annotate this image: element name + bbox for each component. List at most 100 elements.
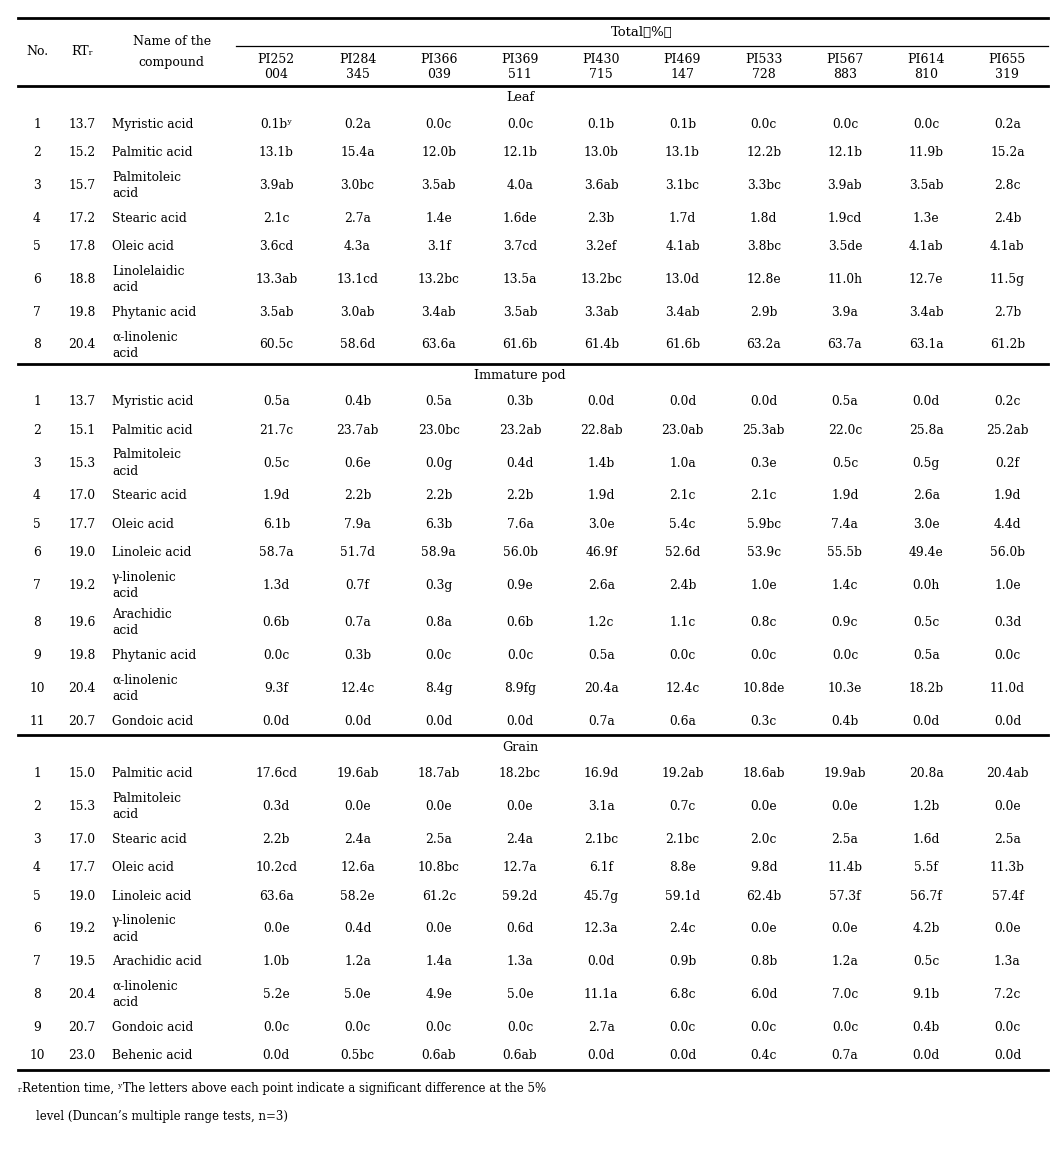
Text: 1.4e: 1.4e [425,211,453,225]
Text: 3.1f: 3.1f [427,240,450,253]
Text: 2.2b: 2.2b [343,490,371,502]
Text: 0.0d: 0.0d [994,715,1021,727]
Text: 0.0c: 0.0c [344,1021,371,1034]
Text: 13.5a: 13.5a [502,273,537,285]
Text: 22.8ab: 22.8ab [580,423,622,437]
Text: 3.9a: 3.9a [831,306,859,319]
Text: compound: compound [139,56,205,68]
Text: 0.0e: 0.0e [425,922,452,935]
Text: 0.3e: 0.3e [750,457,777,470]
Text: 1.4b: 1.4b [587,457,615,470]
Text: 13.1cd: 13.1cd [337,273,378,285]
Text: 13.7: 13.7 [68,396,95,408]
Text: 8: 8 [33,988,41,1001]
Text: 2: 2 [33,146,41,159]
Text: 4.1ab: 4.1ab [666,240,700,253]
Text: 3.0bc: 3.0bc [340,179,374,191]
Text: 12.4c: 12.4c [340,682,374,695]
Text: 2.3b: 2.3b [587,211,615,225]
Text: 0.7c: 0.7c [669,800,695,813]
Text: 7: 7 [33,579,41,592]
Text: 6.1b: 6.1b [263,517,290,531]
Text: 0.0d: 0.0d [913,396,940,408]
Text: 4.1ab: 4.1ab [908,240,943,253]
Text: 2.1c: 2.1c [263,211,289,225]
Text: 3.0e: 3.0e [588,517,615,531]
Text: 3.1bc: 3.1bc [666,179,700,191]
Text: PI252: PI252 [258,52,295,66]
Text: 23.0: 23.0 [68,1050,95,1063]
Text: 25.8a: 25.8a [908,423,943,437]
Text: 2.7b: 2.7b [994,306,1021,319]
Text: 1.1c: 1.1c [669,616,695,629]
Text: 11.0d: 11.0d [990,682,1025,695]
Text: 0.5a: 0.5a [913,650,939,662]
Text: 0.2c: 0.2c [994,396,1021,408]
Text: 1.9d: 1.9d [993,490,1021,502]
Text: acid: acid [112,930,138,943]
Text: 3.5ab: 3.5ab [422,179,456,191]
Text: 2.1bc: 2.1bc [584,833,618,846]
Text: 20.4a: 20.4a [584,682,619,695]
Text: 4.9e: 4.9e [425,988,453,1001]
Text: 15.0: 15.0 [68,767,95,781]
Text: γ-linolenic: γ-linolenic [112,914,177,927]
Text: 0.5a: 0.5a [425,396,453,408]
Text: 7.6a: 7.6a [507,517,533,531]
Text: 4.1ab: 4.1ab [990,240,1025,253]
Text: Leaf: Leaf [506,92,534,104]
Text: 0.0c: 0.0c [263,650,289,662]
Text: 1: 1 [33,396,41,408]
Text: 20.8a: 20.8a [908,767,943,781]
Text: 4: 4 [33,490,41,502]
Text: 0.2a: 0.2a [344,117,371,131]
Text: 2.5a: 2.5a [425,833,453,846]
Text: Grain: Grain [501,741,538,754]
Text: 4.3a: 4.3a [344,240,371,253]
Text: 25.3ab: 25.3ab [742,423,784,437]
Text: 2.2b: 2.2b [263,833,290,846]
Text: Myristic acid: Myristic acid [112,396,193,408]
Text: 11: 11 [30,715,45,727]
Text: 12.1b: 12.1b [828,146,863,159]
Text: 0.0d: 0.0d [425,715,453,727]
Text: 0.5c: 0.5c [913,616,939,629]
Text: 20.4: 20.4 [68,988,95,1001]
Text: 0.0d: 0.0d [669,1050,696,1063]
Text: 56.0b: 56.0b [990,546,1025,559]
Text: 19.0: 19.0 [68,890,95,902]
Text: 7.2c: 7.2c [994,988,1021,1001]
Text: 1.9d: 1.9d [831,490,859,502]
Text: Phytanic acid: Phytanic acid [112,650,196,662]
Text: 0.0h: 0.0h [913,579,940,592]
Text: 1.9cd: 1.9cd [828,211,862,225]
Text: 0.4d: 0.4d [507,457,533,470]
Text: 0.3d: 0.3d [994,616,1021,629]
Text: 1.2a: 1.2a [344,955,371,969]
Text: 8: 8 [33,616,41,629]
Text: Palmitoleic: Palmitoleic [112,449,181,462]
Text: 0.9e: 0.9e [507,579,533,592]
Text: 6.1f: 6.1f [589,861,614,875]
Text: 53.9c: 53.9c [746,546,781,559]
Text: 12.1b: 12.1b [502,146,537,159]
Text: 3.2ef: 3.2ef [585,240,617,253]
Text: 20.7: 20.7 [68,1021,95,1034]
Text: 20.7: 20.7 [68,715,95,727]
Text: 0.0d: 0.0d [587,396,615,408]
Text: Name of the: Name of the [132,35,211,49]
Text: Oleic acid: Oleic acid [112,240,174,253]
Text: 1.9d: 1.9d [587,490,615,502]
Text: 3.4ab: 3.4ab [666,306,700,319]
Text: 0.3c: 0.3c [750,715,777,727]
Text: 3: 3 [33,457,41,470]
Text: 51.7d: 51.7d [340,546,375,559]
Text: 1.9d: 1.9d [263,490,290,502]
Text: 19.8: 19.8 [68,650,95,662]
Text: Linolelaidic: Linolelaidic [112,264,184,277]
Text: 15.2: 15.2 [68,146,95,159]
Text: 11.1a: 11.1a [584,988,618,1001]
Text: 63.6a: 63.6a [259,890,294,902]
Text: 0.1bʸ: 0.1bʸ [260,117,293,131]
Text: 9.1b: 9.1b [913,988,940,1001]
